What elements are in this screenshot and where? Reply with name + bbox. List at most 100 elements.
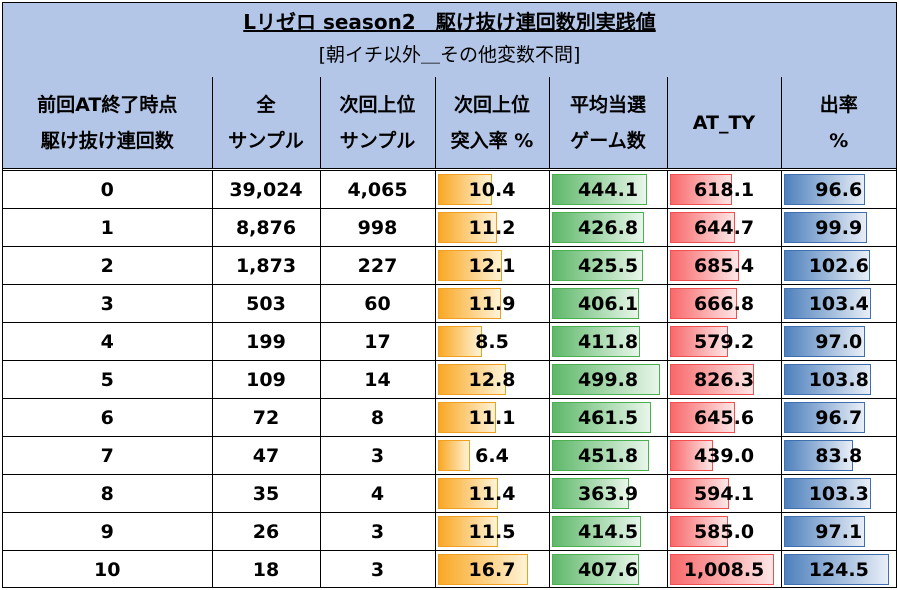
cell-value: 503 <box>246 292 286 315</box>
cell-avg-games: 461.5 <box>548 398 668 437</box>
cell-rate: 10.4 <box>434 169 550 209</box>
cell-total: 109 <box>211 360 321 399</box>
cell-upper: 3 <box>319 512 436 551</box>
cell-total: 18 <box>211 550 321 588</box>
cell-value: 363.9 <box>577 482 639 505</box>
cell-value: 3 <box>370 520 385 543</box>
header-payout: 出率% <box>780 77 896 170</box>
cell-value: 594.1 <box>693 482 755 505</box>
cell-value: 102.6 <box>808 254 869 277</box>
cell-value: 499.8 <box>577 368 639 391</box>
cell-value: 6.4 <box>475 444 509 467</box>
payout-data-bar <box>783 212 868 243</box>
rate-data-bar <box>437 250 502 281</box>
cell-payout: 103.4 <box>780 284 896 323</box>
cell-value: 426.8 <box>577 216 639 239</box>
cell-rate: 12.8 <box>434 360 550 399</box>
cell-value: 4,065 <box>347 178 408 201</box>
rate-data-bar <box>437 516 499 547</box>
cell-upper: 8 <box>319 398 436 437</box>
payout-data-bar <box>783 478 871 509</box>
cell-value: 3 <box>370 558 385 581</box>
cell-value: 10 <box>94 558 121 581</box>
rate-data-bar <box>437 402 497 433</box>
cell-rate: 8.5 <box>434 322 550 361</box>
cell-value: 124.5 <box>808 558 869 581</box>
cell-upper: 3 <box>319 550 436 588</box>
table-row: 4 199 17 8.5 411.8 579.2 97.0 <box>3 322 896 361</box>
rate-data-bar <box>437 554 528 585</box>
cell-value: 451.8 <box>577 444 639 467</box>
at-ty-data-bar <box>669 478 730 509</box>
cell-count: 0 <box>3 169 213 209</box>
rate-data-bar <box>437 288 501 319</box>
cell-payout: 99.9 <box>780 208 896 247</box>
cell-value: 103.3 <box>808 482 869 505</box>
cell-at-ty: 439.0 <box>666 436 782 475</box>
cell-upper: 4,065 <box>319 169 436 209</box>
cell-total: 8,876 <box>211 208 321 247</box>
cell-count: 2 <box>3 246 213 285</box>
cell-value: 103.4 <box>808 292 869 315</box>
cell-avg-games: 414.5 <box>548 512 668 551</box>
rate-data-bar <box>437 326 482 357</box>
avg-games-data-bar <box>551 326 641 357</box>
cell-value: 645.6 <box>693 406 755 429</box>
cell-value: 39,024 <box>229 178 303 201</box>
cell-value: 11.9 <box>468 292 516 315</box>
at-ty-data-bar <box>669 364 755 395</box>
cell-avg-games: 444.1 <box>548 169 668 209</box>
at-ty-data-bar <box>669 250 740 281</box>
cell-count: 4 <box>3 322 213 361</box>
at-ty-data-bar <box>669 326 728 357</box>
cell-value: 644.7 <box>693 216 755 239</box>
cell-count: 3 <box>3 284 213 323</box>
cell-payout: 97.0 <box>780 322 896 361</box>
cell-upper: 17 <box>319 322 436 361</box>
cell-value: 12.1 <box>468 254 516 277</box>
cell-at-ty: 1,008.5 <box>666 550 782 588</box>
title-banner: Lリゼロ season2 駆け抜け連回数別実践値 [朝イチ以外＿その他変数不問] <box>3 3 896 78</box>
cell-rate: 12.1 <box>434 246 550 285</box>
header-at-ty: AT_TY <box>666 77 782 170</box>
avg-games-data-bar <box>551 440 650 471</box>
at-ty-data-bar <box>669 402 735 433</box>
payout-data-bar <box>783 174 865 205</box>
cell-avg-games: 407.6 <box>548 550 668 588</box>
rate-data-bar <box>437 212 497 243</box>
avg-games-data-bar <box>551 288 639 319</box>
cell-payout: 124.5 <box>780 550 896 588</box>
cell-value: 685.4 <box>693 254 755 277</box>
payout-data-bar <box>783 326 865 357</box>
cell-at-ty: 585.0 <box>666 512 782 551</box>
payout-data-bar <box>783 250 870 281</box>
cell-value: 14 <box>364 368 391 391</box>
cell-rate: 6.4 <box>434 436 550 475</box>
cell-value: 17 <box>364 330 391 353</box>
avg-games-data-bar <box>551 516 641 547</box>
avg-games-data-bar <box>551 212 644 243</box>
cell-count: 9 <box>3 512 213 551</box>
cell-payout: 96.6 <box>780 169 896 209</box>
cell-avg-games: 425.5 <box>548 246 668 285</box>
cell-value: 8 <box>370 406 385 429</box>
cell-value: 96.6 <box>815 178 863 201</box>
at-ty-data-bar <box>669 554 774 585</box>
cell-value: 4 <box>100 330 114 353</box>
cell-value: 407.6 <box>577 558 639 581</box>
cell-upper: 14 <box>319 360 436 399</box>
cell-value: 1 <box>100 216 114 239</box>
cell-total: 199 <box>211 322 321 361</box>
table-row: 0 39,024 4,065 10.4 444.1 618.1 96.6 <box>3 169 896 209</box>
cell-payout: 103.8 <box>780 360 896 399</box>
cell-total: 35 <box>211 474 321 513</box>
avg-games-data-bar <box>551 402 652 433</box>
cell-value: 99.9 <box>815 216 863 239</box>
cell-total: 26 <box>211 512 321 551</box>
table-row: 10 18 3 16.7 407.6 1,008.5 124.5 <box>3 550 896 588</box>
cell-total: 1,873 <box>211 246 321 285</box>
header-avg-games: 平均当選 ゲーム数 <box>548 77 668 170</box>
cell-at-ty: 826.3 <box>666 360 782 399</box>
cell-value: 18 <box>252 558 280 581</box>
